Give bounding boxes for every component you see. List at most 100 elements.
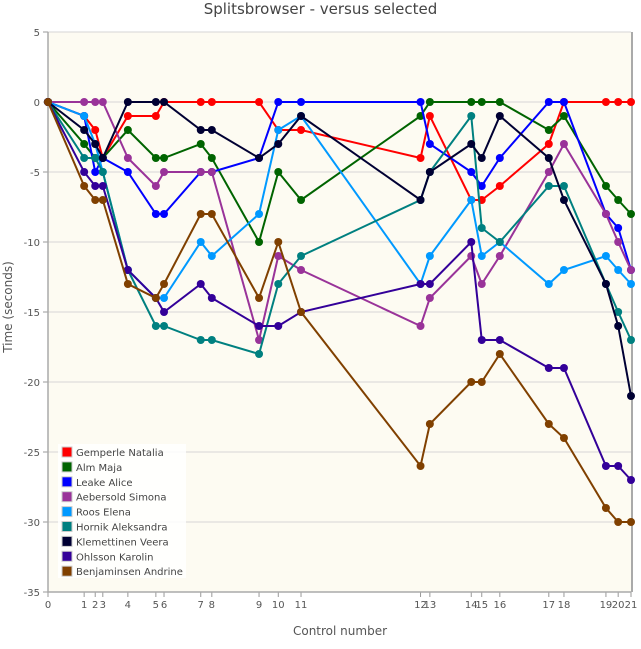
x-tick-label: 4 xyxy=(125,600,131,611)
data-point xyxy=(614,238,623,246)
data-point xyxy=(627,98,635,106)
data-point xyxy=(416,154,425,162)
data-point xyxy=(91,196,100,204)
data-point xyxy=(123,280,132,288)
data-point xyxy=(627,280,635,288)
data-point xyxy=(495,252,504,260)
data-point xyxy=(559,98,568,106)
data-point xyxy=(255,238,264,246)
data-point xyxy=(559,266,568,274)
data-point xyxy=(196,336,205,344)
data-point xyxy=(98,98,107,106)
data-point xyxy=(495,336,504,344)
data-point xyxy=(151,98,160,106)
x-tick-label: 8 xyxy=(209,600,215,611)
series-hornik-aleksandra xyxy=(44,98,635,358)
data-point xyxy=(601,504,610,512)
legend-label: Benjaminsen Andrine xyxy=(76,567,183,578)
data-point xyxy=(98,168,107,176)
data-point xyxy=(274,140,283,148)
legend-swatch xyxy=(61,461,73,473)
x-tick-label: 16 xyxy=(493,600,506,611)
series-line xyxy=(47,101,632,245)
data-point xyxy=(160,322,169,330)
data-point xyxy=(297,252,306,260)
data-point xyxy=(477,280,486,288)
data-point xyxy=(627,266,635,274)
data-point xyxy=(160,308,169,316)
data-point xyxy=(98,154,107,162)
data-point xyxy=(255,210,264,218)
y-tick-label: -15 xyxy=(24,308,40,319)
data-point xyxy=(601,462,610,470)
data-point xyxy=(559,196,568,204)
data-point xyxy=(627,392,635,400)
data-point xyxy=(91,98,100,106)
data-point xyxy=(544,168,553,176)
data-point xyxy=(477,224,486,232)
data-point xyxy=(160,98,169,106)
data-point xyxy=(91,140,100,148)
y-tick-label: -5 xyxy=(30,168,40,179)
data-point xyxy=(467,112,476,120)
data-point xyxy=(274,252,283,260)
series-line xyxy=(47,101,632,397)
data-point xyxy=(207,252,216,260)
data-point xyxy=(274,280,283,288)
series-line xyxy=(47,101,632,481)
data-point xyxy=(255,336,264,344)
data-point xyxy=(91,126,100,134)
data-point xyxy=(160,210,169,218)
data-point xyxy=(196,280,205,288)
data-point xyxy=(544,98,553,106)
legend-swatch xyxy=(61,521,73,532)
data-point xyxy=(425,140,434,148)
legend-swatch xyxy=(61,491,73,503)
data-point xyxy=(544,126,553,134)
series-line xyxy=(47,101,631,523)
data-point xyxy=(297,196,306,204)
x-tick-label: 5 xyxy=(153,600,159,611)
data-point xyxy=(544,420,553,428)
data-point xyxy=(123,126,132,134)
data-point xyxy=(255,294,264,302)
data-point xyxy=(123,168,132,176)
data-point xyxy=(80,126,89,134)
data-point xyxy=(614,308,623,316)
y-tick-label: -30 xyxy=(24,518,40,529)
data-point xyxy=(425,168,434,176)
data-point xyxy=(207,126,216,134)
y-tick-label: -20 xyxy=(24,378,40,389)
data-point xyxy=(614,98,623,106)
data-point xyxy=(495,98,504,106)
data-point xyxy=(467,196,476,204)
series-benjaminsen-andrine xyxy=(44,98,635,526)
legend-label: Aebersold Simona xyxy=(76,493,167,504)
y-tick-label: -25 xyxy=(24,448,40,459)
legend: Gemperle Natalia Alm Maja Leake Alice Aeber… xyxy=(58,444,186,578)
data-point xyxy=(151,112,160,120)
data-point xyxy=(477,154,486,162)
data-point xyxy=(627,518,635,526)
data-point xyxy=(559,112,568,120)
x-tick-label: 10 xyxy=(272,600,285,611)
x-tick-label: 9 xyxy=(256,600,262,611)
x-tick-label: 6 xyxy=(161,600,167,611)
legend-swatch xyxy=(61,565,73,577)
x-tick-label: 19 xyxy=(600,600,613,611)
data-point xyxy=(614,462,623,470)
data-point xyxy=(544,140,553,148)
data-point xyxy=(255,350,264,358)
data-point xyxy=(627,210,635,218)
data-point xyxy=(614,266,623,274)
chart-title: Splitsbrowser - versus selected xyxy=(203,0,438,18)
data-point xyxy=(467,378,476,386)
data-point xyxy=(614,322,623,330)
data-point xyxy=(80,98,89,106)
legend-label: Hornik Aleksandra xyxy=(76,523,167,534)
x-axis-label: Control number xyxy=(292,624,388,638)
x-tick-label: 12 xyxy=(414,600,427,611)
data-point xyxy=(123,98,132,106)
data-point xyxy=(425,98,434,106)
